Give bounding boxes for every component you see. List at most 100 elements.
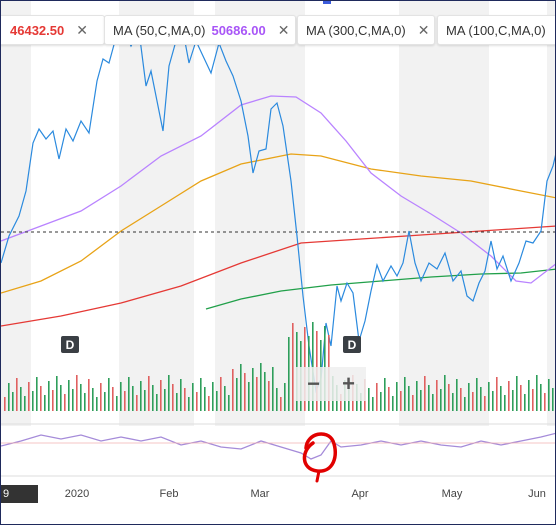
volume-bar	[468, 383, 470, 411]
volume-bar	[412, 395, 414, 411]
volume-bar	[132, 386, 134, 411]
volume-bar	[156, 394, 158, 411]
volume-bar	[384, 378, 386, 411]
volume-bar	[236, 378, 238, 411]
volume-bar	[204, 387, 206, 411]
volume-bar	[224, 386, 226, 411]
volume-bar	[96, 397, 98, 411]
volume-bar	[112, 387, 114, 411]
volume-bar	[284, 383, 286, 411]
legend-value: 46432.50	[10, 22, 65, 38]
volume-bar	[536, 375, 538, 411]
x-tick-label: Jun	[528, 488, 546, 500]
volume-bar	[276, 388, 278, 411]
volume-bar	[424, 376, 426, 411]
annotation-circle	[302, 432, 338, 473]
legend-chip-ma100: MA (100,C,MA,0) ✕	[437, 15, 555, 45]
volume-bar	[100, 383, 102, 411]
volume-bar	[52, 390, 54, 411]
volume-bar	[256, 377, 258, 411]
volume-bar	[220, 377, 222, 411]
volume-bar	[200, 378, 202, 411]
volume-bar	[64, 394, 66, 411]
volume-bar	[212, 382, 214, 411]
volume-bar	[192, 383, 194, 411]
event-badge-right[interactable]: D	[343, 336, 361, 353]
background-band	[547, 1, 555, 426]
volume-bar	[408, 386, 410, 411]
volume-bar	[196, 392, 198, 411]
volume-bar	[172, 384, 174, 411]
volume-bar	[148, 376, 150, 411]
volume-bar	[388, 387, 390, 411]
event-badge-left[interactable]: D	[61, 336, 79, 353]
volume-bar	[488, 382, 490, 411]
volume-bar	[420, 390, 422, 411]
volume-bar	[372, 397, 374, 411]
volume-bar	[108, 378, 110, 411]
background-band	[399, 1, 489, 426]
volume-bar	[80, 384, 82, 411]
volume-bar	[188, 397, 190, 411]
zoom-out-button[interactable]: −	[307, 371, 320, 396]
volume-bar	[288, 337, 290, 411]
volume-bar	[448, 384, 450, 411]
volume-bar	[268, 381, 270, 411]
volume-bar	[512, 390, 514, 411]
close-icon[interactable]: ✕	[417, 21, 430, 38]
volume-bar	[168, 375, 170, 411]
x-tick-label: Mar	[250, 488, 270, 500]
volume-bar	[452, 393, 454, 411]
volume-bar	[208, 396, 210, 411]
volume-bar	[56, 376, 58, 411]
volume-bar	[120, 382, 122, 411]
volume-bar	[540, 384, 542, 411]
volume-bar	[520, 385, 522, 411]
volume-bar	[12, 392, 14, 411]
volume-bar	[368, 388, 370, 411]
volume-bar	[88, 379, 90, 411]
volume-bar	[36, 377, 38, 411]
zoom-in-button[interactable]: +	[342, 371, 355, 396]
volume-bar	[380, 392, 382, 411]
x-tick-label: 2020	[64, 488, 90, 500]
volume-bar	[24, 396, 26, 411]
volume-bar	[416, 381, 418, 411]
volume-bar	[544, 393, 546, 411]
volume-bar	[48, 381, 50, 411]
price-line	[1, 27, 555, 394]
volume-bar	[464, 397, 466, 411]
volume-bar	[244, 373, 246, 411]
volume-bar	[72, 389, 74, 411]
volume-bar	[248, 382, 250, 411]
close-icon[interactable]: ✕	[277, 21, 290, 38]
legend-value: 50686.00	[211, 22, 266, 38]
oscillator-line	[1, 432, 555, 460]
volume-bar	[160, 380, 162, 411]
volume-bar	[260, 363, 262, 411]
volume-bar	[508, 381, 510, 411]
volume-bar	[180, 379, 182, 411]
volume-bar	[40, 386, 42, 411]
volume-bar	[280, 397, 282, 411]
ma50-line	[1, 95, 555, 284]
volume-bar	[460, 388, 462, 411]
legend-label: MA (50,C,MA,0)	[113, 22, 206, 38]
volume-bar	[164, 389, 166, 411]
close-icon[interactable]: ✕	[76, 21, 88, 38]
volume-bar	[376, 383, 378, 411]
x-tick-label: May	[441, 488, 463, 500]
volume-bar	[16, 378, 18, 411]
volume-bar	[404, 377, 406, 411]
volume-bar	[552, 388, 554, 411]
volume-bar	[532, 389, 534, 411]
volume-bar	[76, 375, 78, 411]
volume-bar	[436, 380, 438, 411]
volume-bar	[524, 394, 526, 411]
volume-bar	[20, 387, 22, 411]
volume-bar	[176, 393, 178, 411]
volume-bar	[252, 368, 254, 411]
volume-bar	[232, 369, 234, 411]
